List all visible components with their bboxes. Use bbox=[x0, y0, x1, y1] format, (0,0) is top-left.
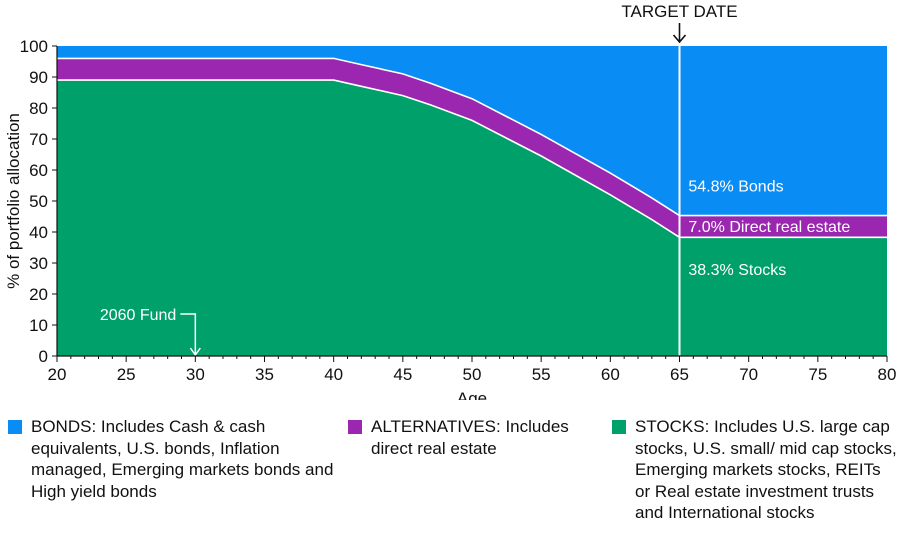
x-tick-label: 75 bbox=[808, 365, 827, 384]
glide-path-chart: TARGET DATE 2060 Fund 54.8% Bonds 7.0% Dire… bbox=[4, 2, 897, 400]
legend-item-alternatives: ALTERNATIVES: Includes direct real estat… bbox=[348, 416, 578, 459]
area-alternatives bbox=[57, 58, 887, 238]
legend-text-bonds: BONDS: Includes Cash & cash equivalents,… bbox=[31, 417, 334, 501]
y-tick-label: 60 bbox=[29, 161, 48, 180]
legend: BONDS: Includes Cash & cash equivalents,… bbox=[0, 416, 900, 556]
legend-swatch-bonds bbox=[8, 420, 22, 434]
y-tick-label: 30 bbox=[29, 254, 48, 273]
y-tick-label: 40 bbox=[29, 223, 48, 242]
legend-item-bonds: BONDS: Includes Cash & cash equivalents,… bbox=[8, 416, 338, 502]
x-tick-label: 60 bbox=[601, 365, 620, 384]
annotation-stocks: 38.3% Stocks bbox=[688, 262, 786, 279]
legend-text-stocks: STOCKS: Includes U.S. large cap stocks, … bbox=[635, 417, 897, 522]
axes-layer: 0 10 20 30 40 50 60 70 80 90 100 20 25 30 35 40 45 50 55 60… bbox=[20, 37, 897, 384]
fund-marker-label: 2060 Fund bbox=[100, 307, 177, 324]
x-tick-label: 45 bbox=[393, 365, 412, 384]
target-date-label: TARGET DATE bbox=[621, 2, 737, 21]
legend-swatch-stocks bbox=[612, 420, 626, 434]
x-tick-label: 50 bbox=[463, 365, 482, 384]
y-tick-label: 20 bbox=[29, 285, 48, 304]
x-axis-label: Age bbox=[457, 389, 487, 400]
legend-swatch-alternatives bbox=[348, 420, 362, 434]
x-tick-label: 20 bbox=[48, 365, 67, 384]
legend-text-alternatives: ALTERNATIVES: Includes direct real estat… bbox=[371, 417, 569, 458]
fund-marker-arrow-icon bbox=[180, 313, 201, 357]
y-tick-label: 90 bbox=[29, 68, 48, 87]
y-tick-label: 0 bbox=[39, 347, 48, 366]
x-tick-label: 40 bbox=[324, 365, 343, 384]
boundary-line-stocks bbox=[57, 79, 887, 239]
legend-item-stocks: STOCKS: Includes U.S. large cap stocks, … bbox=[612, 416, 897, 524]
x-tick-label: 30 bbox=[186, 365, 205, 384]
x-tick-label: 80 bbox=[878, 365, 897, 384]
boundary-line-alternatives bbox=[57, 57, 887, 217]
y-tick-label: 50 bbox=[29, 192, 48, 211]
y-tick-label: 70 bbox=[29, 130, 48, 149]
x-tick-label: 65 bbox=[670, 365, 689, 384]
y-tick-label: 10 bbox=[29, 316, 48, 335]
x-tick-label: 35 bbox=[255, 365, 274, 384]
annotation-real-estate: 7.0% Direct real estate bbox=[688, 219, 850, 236]
y-tick-label: 80 bbox=[29, 99, 48, 118]
target-date-arrow-icon bbox=[672, 23, 687, 44]
area-layer bbox=[57, 46, 887, 356]
overlay-layer: TARGET DATE 2060 Fund 54.8% Bonds 7.0% Dire… bbox=[57, 2, 887, 357]
y-tick-label: 100 bbox=[20, 37, 48, 56]
annotation-bonds: 54.8% Bonds bbox=[688, 179, 783, 196]
y-axis-label: % of portfolio allocation bbox=[4, 113, 23, 289]
x-tick-label: 55 bbox=[532, 365, 551, 384]
x-tick-label: 25 bbox=[117, 365, 136, 384]
x-tick-label: 70 bbox=[739, 365, 758, 384]
